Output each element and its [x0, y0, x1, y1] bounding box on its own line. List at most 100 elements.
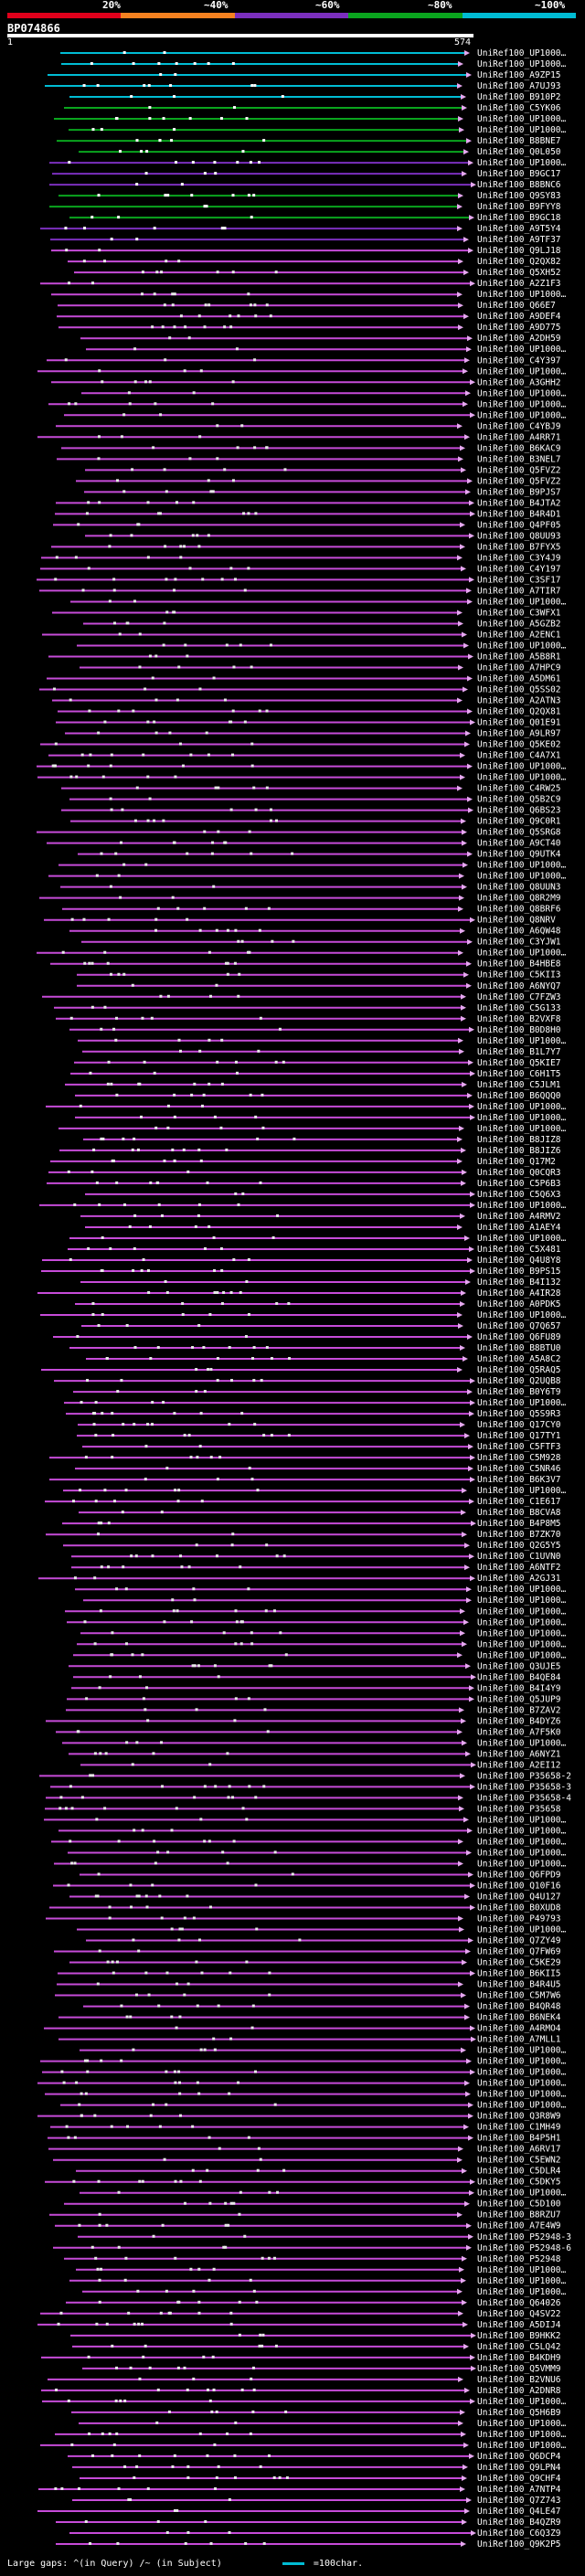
hit-label[interactable]: UniRef100_A2DH59	[477, 334, 561, 344]
hit-label[interactable]: UniRef100_Q2QX82	[477, 257, 561, 267]
hit-label[interactable]: UniRef100_P49793	[477, 1913, 561, 1924]
hit-label[interactable]: UniRef100_A3GHH2	[477, 377, 561, 387]
hit-label[interactable]: UniRef100_UP1000…	[477, 1826, 567, 1836]
hit-label[interactable]: UniRef100_B4P5H1	[477, 2134, 561, 2144]
hit-label[interactable]: UniRef100_A7HPC9	[477, 663, 561, 673]
hit-label[interactable]: UniRef100_A7F5K0	[477, 1727, 561, 1737]
hit-label[interactable]: UniRef100_A9TF37	[477, 235, 561, 245]
hit-label[interactable]: UniRef100_B6QQQ0	[477, 1091, 561, 1101]
hit-label[interactable]: UniRef100_A9T5Y4	[477, 224, 561, 234]
hit-label[interactable]: UniRef100_UP1000…	[477, 290, 567, 300]
hit-label[interactable]: UniRef100_B8BNE7	[477, 136, 561, 146]
hit-label[interactable]: UniRef100_A9CT40	[477, 839, 561, 849]
hit-label[interactable]: UniRef100_Q17CY0	[477, 1420, 561, 1430]
hit-label[interactable]: UniRef100_UP1000…	[477, 1606, 567, 1617]
hit-label[interactable]: UniRef100_UP1000…	[477, 872, 567, 882]
hit-label[interactable]: UniRef100_A4IR28	[477, 1288, 561, 1299]
hit-label[interactable]: UniRef100_B4JTA2	[477, 498, 561, 508]
hit-label[interactable]: UniRef100_A7E4W9	[477, 2221, 561, 2231]
hit-label[interactable]: UniRef100_UP1000…	[477, 2430, 567, 2440]
hit-label[interactable]: UniRef100_A5DIJ4	[477, 2320, 561, 2330]
hit-label[interactable]: UniRef100_B6KII5	[477, 1969, 561, 1979]
hit-label[interactable]: UniRef100_UP1000…	[477, 1036, 567, 1046]
hit-label[interactable]: UniRef100_A2DNR8	[477, 2386, 561, 2396]
hit-label[interactable]: UniRef100_Q9LJ18	[477, 246, 561, 256]
hit-label[interactable]: UniRef100_C5P6B3	[477, 1179, 561, 1189]
hit-label[interactable]: UniRef100_UP1000…	[477, 1837, 567, 1847]
hit-label[interactable]: UniRef100_UP1000…	[477, 1617, 567, 1627]
hit-label[interactable]: UniRef100_B8RZU7	[477, 2210, 561, 2221]
hit-label[interactable]: UniRef100_Q4U8Y8	[477, 1256, 561, 1266]
hit-label[interactable]: UniRef100_A2EI12	[477, 1760, 561, 1770]
hit-label[interactable]: UniRef100_B8BNC6	[477, 180, 561, 190]
hit-label[interactable]: UniRef100_Q5S9R3	[477, 1409, 561, 1419]
hit-label[interactable]: UniRef100_C5JLM1	[477, 1080, 561, 1090]
hit-label[interactable]: UniRef100_UP1000…	[477, 1650, 567, 1660]
hit-label[interactable]: UniRef100_Q9SY83	[477, 191, 561, 201]
hit-label[interactable]: UniRef100_Q4SV22	[477, 2309, 561, 2319]
hit-label[interactable]: UniRef100_UP1000…	[477, 1310, 567, 1320]
hit-label[interactable]: UniRef100_B4QZR9	[477, 2518, 561, 2528]
hit-label[interactable]: UniRef100_C5Q6X3	[477, 1190, 561, 1200]
hit-label[interactable]: UniRef100_C4Y197	[477, 564, 561, 574]
hit-label[interactable]: UniRef100_Q8BRF6	[477, 905, 561, 915]
hit-label[interactable]: UniRef100_Q5FVZ2	[477, 476, 561, 486]
hit-label[interactable]: UniRef100_UP1000…	[477, 114, 567, 124]
hit-label[interactable]: UniRef100_A4RR71	[477, 432, 561, 442]
hit-label[interactable]: UniRef100_P35658-2	[477, 1771, 571, 1781]
hit-label[interactable]: UniRef100_B9PS15	[477, 1267, 561, 1277]
hit-label[interactable]: UniRef100_B9FYY8	[477, 202, 561, 212]
hit-label[interactable]: UniRef100_UP1000…	[477, 1585, 567, 1595]
hit-label[interactable]: UniRef100_P52948-3	[477, 2232, 571, 2242]
hit-label[interactable]: UniRef100_C5X481	[477, 1245, 561, 1255]
hit-label[interactable]: UniRef100_C5YK06	[477, 103, 561, 113]
hit-label[interactable]: UniRef100_A5A8C2	[477, 1354, 561, 1364]
hit-label[interactable]: UniRef100_Q5KE02	[477, 740, 561, 750]
hit-label[interactable]: UniRef100_B4DYZ6	[477, 1716, 561, 1726]
hit-label[interactable]: UniRef100_A6RV17	[477, 2145, 561, 2155]
hit-label[interactable]: UniRef100_Q8UUN3	[477, 883, 561, 893]
hit-label[interactable]: UniRef100_Q01E91	[477, 718, 561, 728]
hit-label[interactable]: UniRef100_C5NR46	[477, 1464, 561, 1474]
hit-label[interactable]: UniRef100_C3Y4J9	[477, 553, 561, 563]
hit-label[interactable]: UniRef100_C5D100	[477, 2200, 561, 2210]
hit-label[interactable]: UniRef100_A7TIR7	[477, 586, 561, 596]
hit-label[interactable]: UniRef100_Q8NRV	[477, 916, 556, 926]
hit-label[interactable]: UniRef100_UP1000…	[477, 48, 567, 58]
hit-label[interactable]: UniRef100_A6NYZ1	[477, 1749, 561, 1759]
hit-label[interactable]: UniRef100_Q5B2C9	[477, 795, 561, 805]
hit-label[interactable]: UniRef100_Q9K2P5	[477, 2539, 561, 2549]
hit-label[interactable]: UniRef100_Q9C0R1	[477, 817, 561, 827]
hit-label[interactable]: UniRef100_B8CVA8	[477, 1508, 561, 1518]
hit-label[interactable]: UniRef100_UP1000…	[477, 1201, 567, 1211]
hit-label[interactable]: UniRef100_Q2G5Y5	[477, 1541, 561, 1551]
hit-label[interactable]: UniRef100_C5KII3	[477, 970, 561, 981]
hit-label[interactable]: UniRef100_UP1000…	[477, 2068, 567, 2078]
hit-label[interactable]: UniRef100_A2ENC1	[477, 630, 561, 640]
hit-label[interactable]: UniRef100_A9ZP15	[477, 70, 561, 80]
hit-label[interactable]: UniRef100_B8BTU0	[477, 1343, 561, 1353]
hit-label[interactable]: UniRef100_C5M928	[477, 1453, 561, 1463]
hit-label[interactable]: UniRef100_UP1000…	[477, 125, 567, 135]
hit-label[interactable]: UniRef100_B0D8H0	[477, 1025, 561, 1035]
hit-label[interactable]: UniRef100_Q5JUP9	[477, 1694, 561, 1704]
hit-label[interactable]: UniRef100_Q7Z743	[477, 2496, 561, 2506]
hit-label[interactable]: UniRef100_B4HBE8	[477, 959, 561, 970]
hit-label[interactable]: UniRef100_B4P8M5	[477, 1519, 561, 1529]
hit-label[interactable]: UniRef100_B8JIZ8	[477, 1135, 561, 1145]
hit-label[interactable]: UniRef100_UP1000…	[477, 2287, 567, 2297]
hit-label[interactable]: UniRef100_UP1000…	[477, 1925, 567, 1935]
hit-label[interactable]: UniRef100_Q64026	[477, 2298, 561, 2308]
hit-label[interactable]: UniRef100_Q4PF05	[477, 520, 561, 530]
hit-label[interactable]: UniRef100_A2GJ31	[477, 1574, 561, 1584]
hit-label[interactable]: UniRef100_UP1000…	[477, 410, 567, 420]
hit-label[interactable]: UniRef100_UP1000…	[477, 2057, 567, 2067]
hit-label[interactable]: UniRef100_Q4U127	[477, 1892, 561, 1902]
hit-label[interactable]: UniRef100_UP1000…	[477, 641, 567, 651]
hit-label[interactable]: UniRef100_B9PJS7	[477, 487, 561, 497]
hit-label[interactable]: UniRef100_Q7Q657	[477, 1321, 561, 1331]
hit-label[interactable]: UniRef100_B3NEL7	[477, 454, 561, 464]
hit-label[interactable]: UniRef100_B6KAC9	[477, 443, 561, 453]
hit-label[interactable]: UniRef100_C5LQ42	[477, 2342, 561, 2352]
hit-label[interactable]: UniRef100_Q6FPD9	[477, 1870, 561, 1880]
